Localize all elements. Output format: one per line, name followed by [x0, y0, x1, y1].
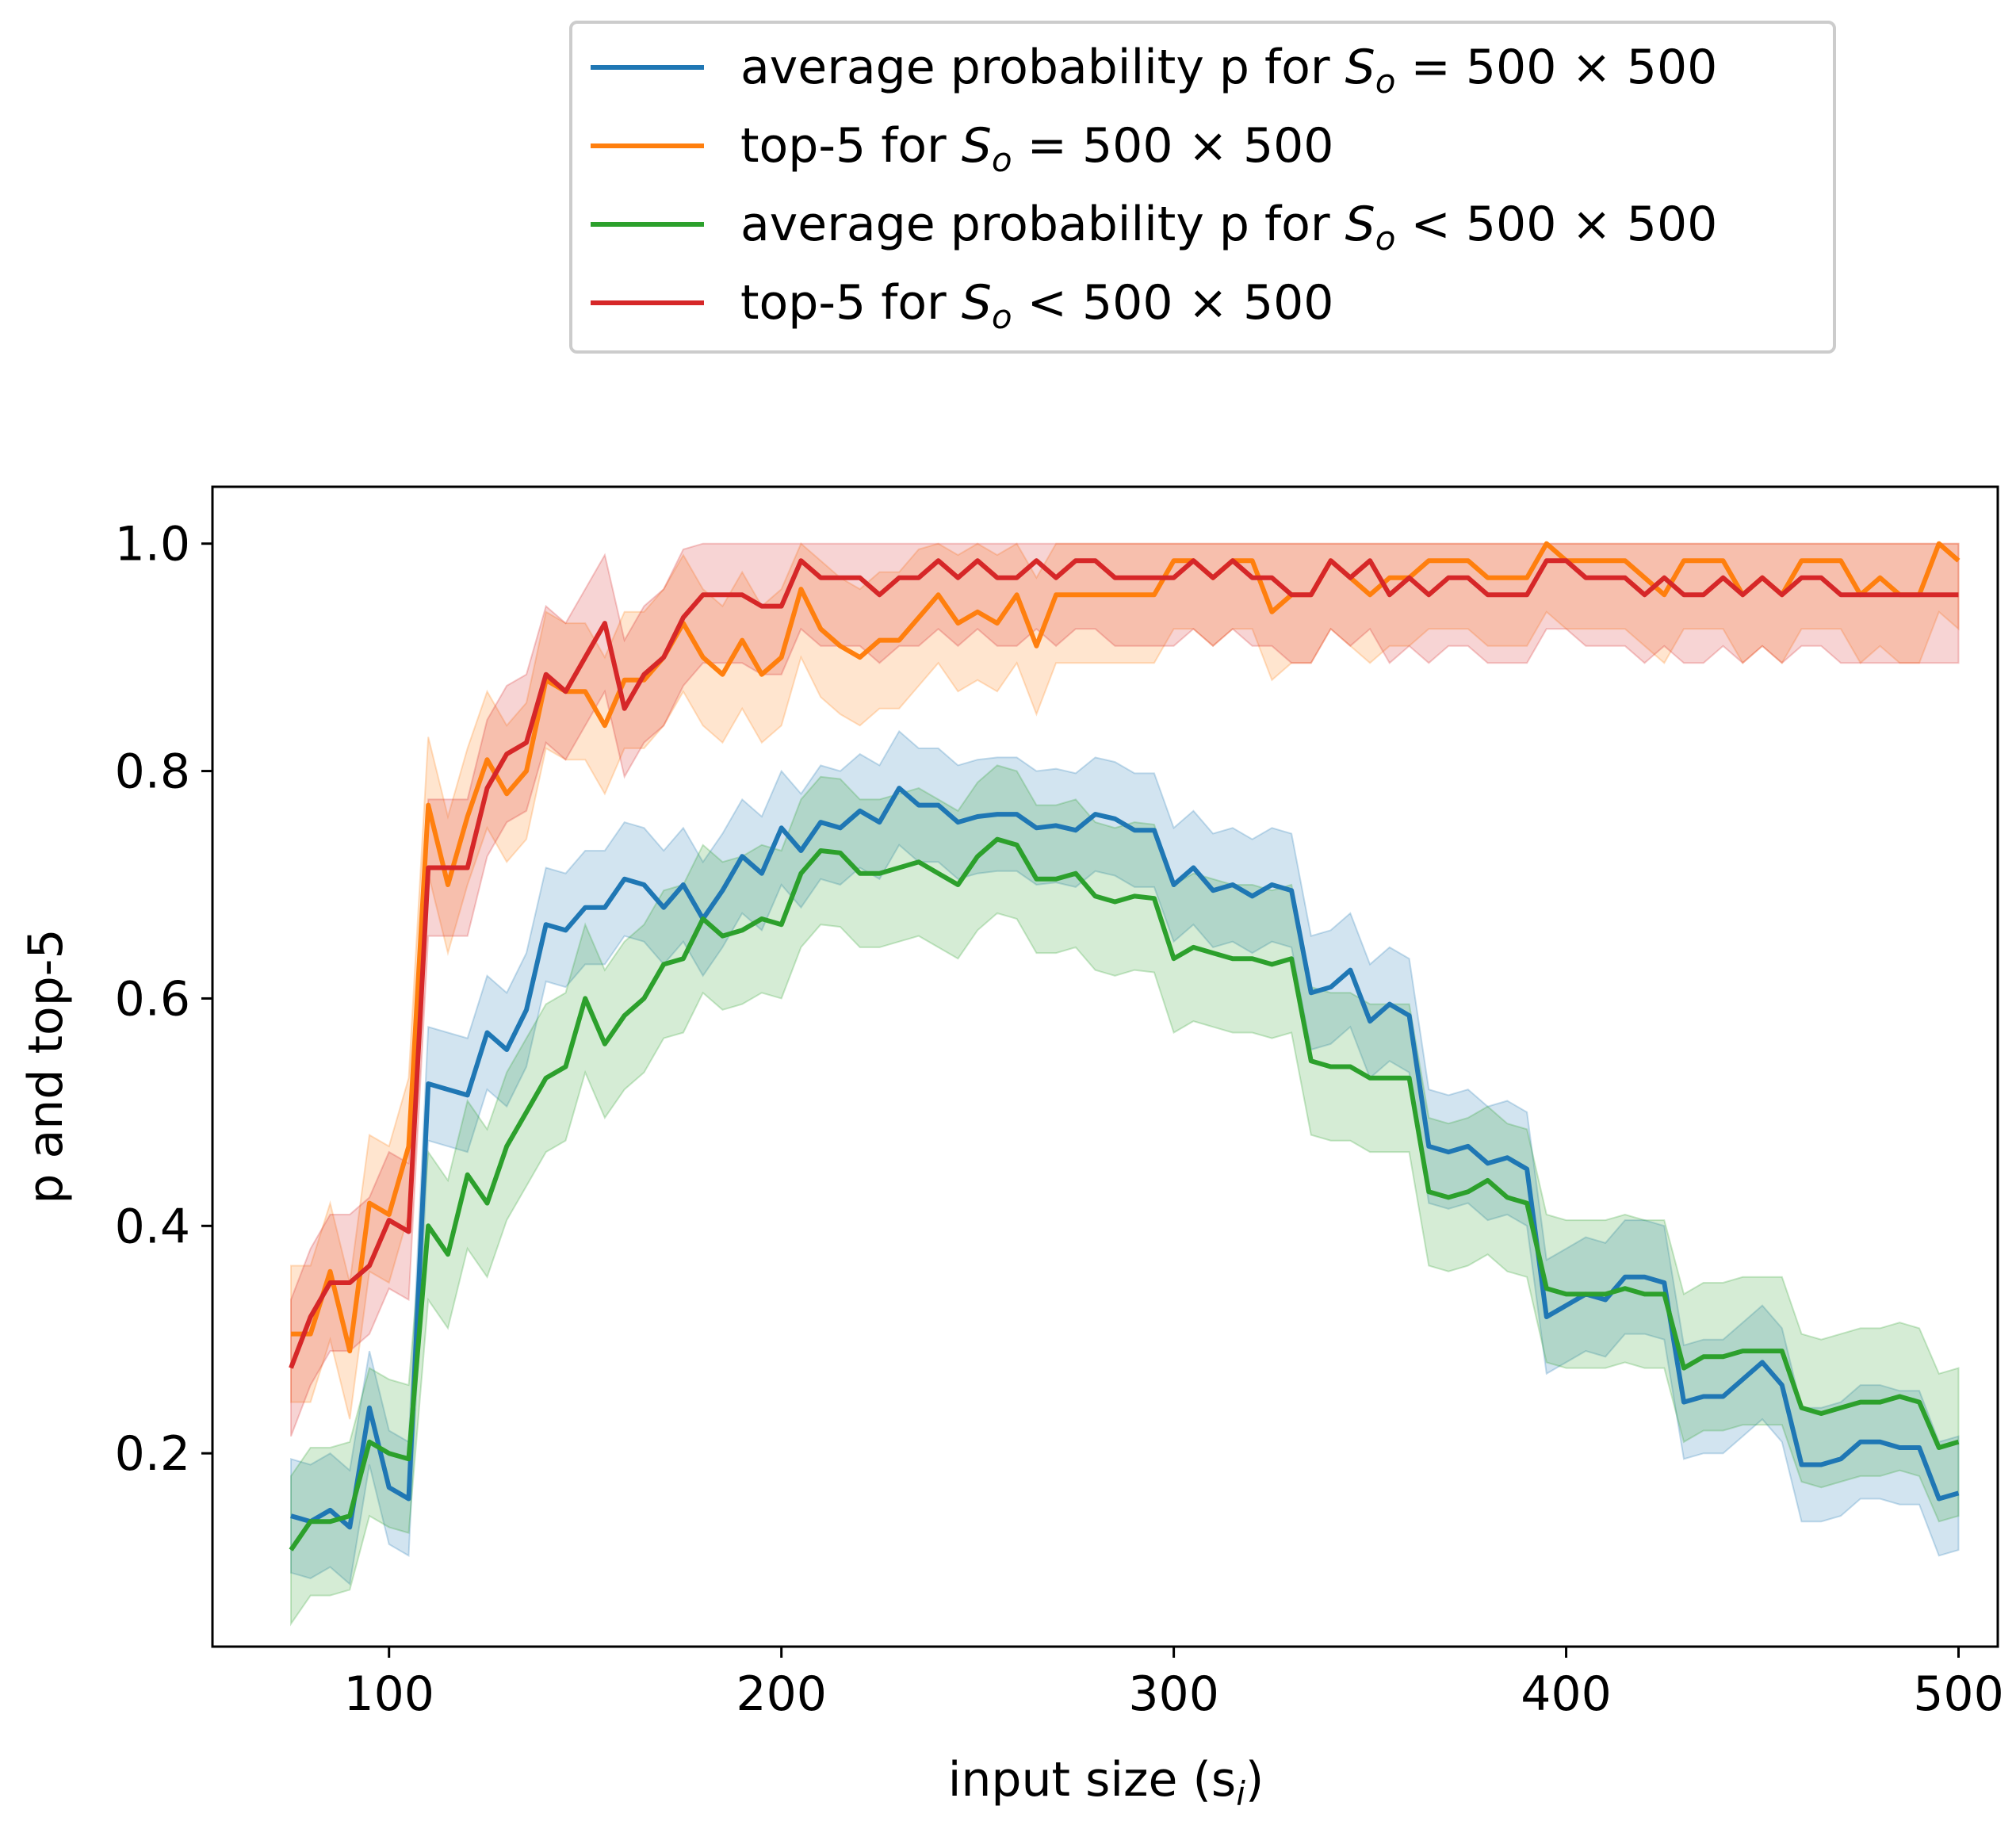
legend-frame — [569, 21, 1836, 354]
x-axis-label: input size (si) — [948, 1752, 1264, 1813]
x-tick-label: 300 — [1128, 1666, 1219, 1722]
y-tick-label: 0.4 — [115, 1199, 190, 1254]
y-axis-label: p and top-5 — [18, 928, 74, 1203]
line-series-3 — [289, 836, 1960, 1551]
band-series-4 — [290, 542, 1960, 1437]
series-lines — [289, 541, 1961, 1551]
x-tick-label: 500 — [1913, 1666, 2004, 1722]
band-series-3 — [290, 764, 1960, 1627]
legend-label-3: average probability p for So < 500 × 500 — [740, 197, 1717, 258]
confidence-bands — [290, 542, 1960, 1627]
legend-label-1: average probability p for So = 500 × 500 — [740, 40, 1717, 101]
legend: average probability p for So = 500 × 500… — [569, 21, 1836, 354]
y-tick-label: 0.6 — [115, 971, 190, 1027]
x-axis-ticks: 100 200 300 400 500 — [343, 1647, 2004, 1722]
legend-label-4: top-5 for So < 500 × 500 — [740, 275, 1333, 336]
legend-items: average probability p for So = 500 × 500… — [591, 40, 1717, 336]
line-series-4 — [289, 558, 1959, 1369]
legend-label-2: top-5 for So = 500 × 500 — [740, 118, 1333, 179]
y-axis-ticks: 0.2 0.4 0.6 0.8 1.0 — [115, 517, 212, 1482]
y-tick-label: 1.0 — [115, 517, 190, 572]
x-tick-label: 400 — [1521, 1666, 1612, 1722]
plot-frame — [211, 485, 1999, 1648]
band-series-1 — [290, 729, 1960, 1586]
x-tick-label: 100 — [343, 1666, 434, 1722]
x-axis-label-subscript: i — [1236, 1774, 1245, 1813]
x-tick-label: 200 — [736, 1666, 827, 1722]
band-series-2 — [290, 542, 1960, 1420]
line-series-1 — [290, 786, 1960, 1530]
line-series-2 — [291, 541, 1961, 1354]
y-tick-label: 0.8 — [115, 744, 190, 800]
y-tick-label: 0.2 — [115, 1426, 190, 1482]
